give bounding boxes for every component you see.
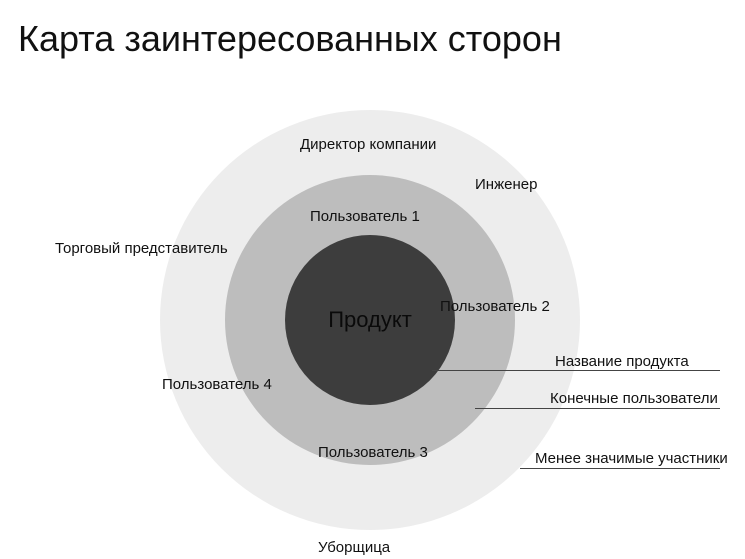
callout-label-minor: Менее значимые участники	[535, 450, 728, 467]
label-user3: Пользователь 3	[318, 444, 428, 461]
label-engineer: Инженер	[475, 176, 537, 193]
label-cleaner: Уборщица	[318, 539, 390, 556]
label-director: Директор компании	[300, 136, 436, 153]
callout-line-minor	[520, 468, 720, 469]
label-user4: Пользователь 4	[162, 376, 272, 393]
callout-line-product_name	[432, 370, 720, 371]
label-user2: Пользователь 2	[440, 298, 550, 315]
center-label: Продукт	[328, 307, 412, 333]
page-title: Карта заинтересованных сторон	[18, 18, 562, 60]
label-sales_rep: Торговый представитель	[55, 240, 228, 257]
callout-label-end_users: Конечные пользователи	[550, 390, 718, 407]
callout-line-end_users	[475, 408, 720, 409]
label-user1: Пользователь 1	[310, 208, 420, 225]
callout-label-product_name: Название продукта	[555, 353, 689, 370]
